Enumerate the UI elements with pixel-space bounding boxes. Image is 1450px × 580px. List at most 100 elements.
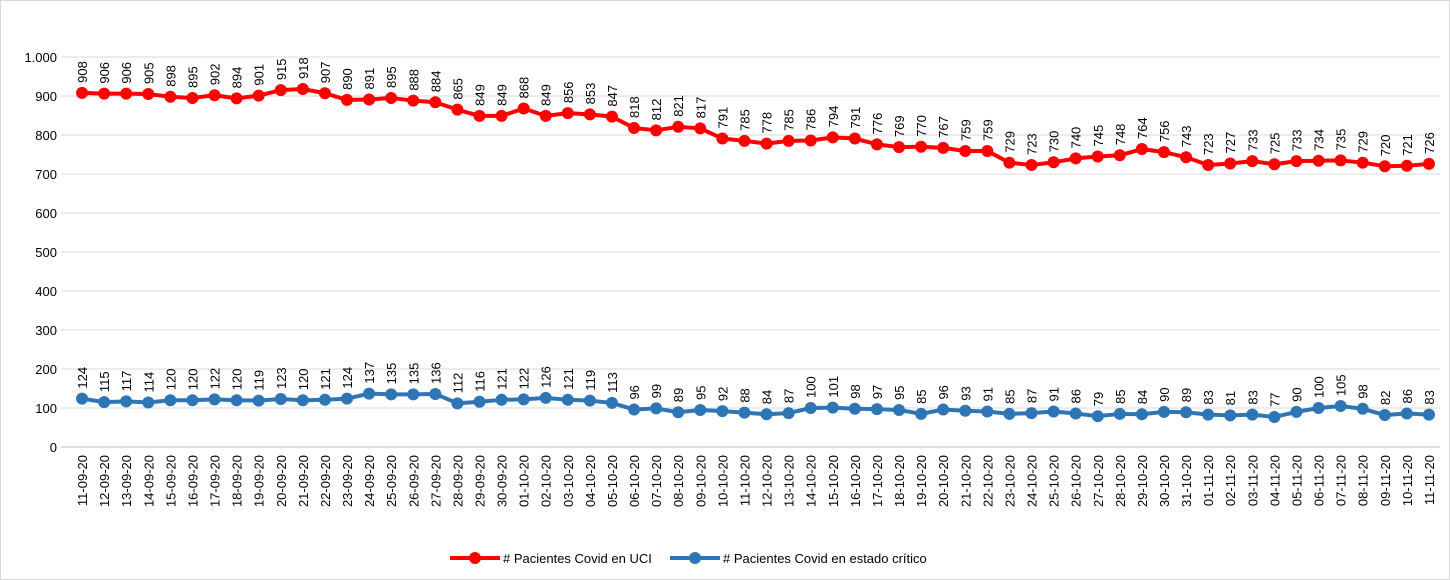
data-point [1025,159,1038,172]
data-point [583,394,596,407]
data-point [628,403,641,416]
data-point [1246,155,1259,168]
x-tick-label: 23-09-20 [340,455,355,507]
data-label: 119 [252,370,267,391]
x-tick-label: 18-10-20 [892,455,907,507]
data-label: 113 [605,372,620,393]
data-point [473,109,486,122]
data-label: 77 [1267,393,1282,407]
data-point [385,91,398,104]
data-label: 821 [671,95,686,117]
data-label: 901 [252,64,267,86]
data-point [1400,407,1413,420]
x-tick-label: 25-10-20 [1047,455,1062,507]
x-tick-label: 01-10-20 [517,455,532,507]
x-tick-label: 07-10-20 [649,455,664,507]
data-point [848,402,861,415]
data-label: 85 [914,389,929,403]
data-point [716,132,729,145]
data-label: 856 [561,81,576,103]
x-tick-label: 11-11-20 [1422,455,1437,505]
data-label: 137 [362,362,377,384]
x-tick-label: 20-10-20 [936,455,951,507]
data-point [1113,407,1126,420]
data-label: 786 [804,109,819,131]
x-tick-label: 20-09-20 [274,455,289,507]
data-point [848,132,861,145]
data-point [937,403,950,416]
data-point [208,393,221,406]
data-label: 853 [583,83,598,105]
data-point [1378,160,1391,173]
data-label: 740 [1069,127,1084,149]
data-point [1113,149,1126,162]
data-point [893,403,906,416]
data-point [142,396,155,409]
data-label: 92 [715,387,730,401]
data-point [561,107,574,120]
data-point [1312,154,1325,167]
data-point [517,102,530,115]
x-tick-label: 14-09-20 [141,455,156,507]
data-point [1202,159,1215,172]
y-tick-label: 100 [35,401,57,416]
data-point [672,406,685,419]
data-label: 120 [163,368,178,390]
y-tick-label: 500 [35,245,57,260]
data-label: 90 [1157,387,1172,401]
data-label: 776 [870,113,885,135]
data-point [760,137,773,150]
data-label: 96 [936,385,951,399]
data-label: 817 [693,97,708,119]
data-label: 120 [296,368,311,390]
data-label: 906 [119,62,134,84]
data-point [1290,155,1303,168]
data-label: 119 [583,370,598,391]
data-point [605,396,618,409]
legend-marker [689,552,701,564]
data-point [385,388,398,401]
data-label: 88 [737,388,752,402]
data-label: 906 [97,62,112,84]
data-label: 101 [826,376,841,398]
data-point [451,103,464,116]
data-point [1312,402,1325,414]
x-tick-label: 27-09-20 [428,455,443,507]
data-point [583,108,596,121]
data-label: 745 [1091,125,1106,147]
x-tick-label: 01-11-20 [1201,455,1216,506]
data-point [915,140,928,153]
x-tick-label: 13-09-20 [119,455,134,507]
data-point [517,393,530,406]
data-label: 121 [318,368,333,390]
data-point [429,96,442,109]
x-tick-label: 14-10-20 [804,455,819,507]
data-label: 123 [274,367,289,389]
y-tick-label: 400 [35,284,57,299]
data-point [363,93,376,106]
data-label: 83 [1245,390,1260,404]
x-tick-label: 29-10-20 [1135,455,1150,507]
data-label: 720 [1378,134,1393,156]
x-tick-label: 19-10-20 [914,455,929,507]
data-label: 759 [958,119,973,141]
data-point [1180,151,1193,164]
data-point [230,394,243,407]
x-tick-label: 09-11-20 [1378,455,1393,506]
data-point [429,387,442,400]
data-label: 95 [892,385,907,399]
data-label: 770 [914,115,929,137]
x-tick-label: 29-09-20 [472,455,487,507]
data-point [1422,408,1435,421]
data-label: 120 [230,368,245,390]
data-point [252,89,265,102]
data-label: 90 [1289,387,1304,401]
data-label: 894 [230,67,245,89]
y-tick-label: 200 [35,362,57,377]
x-tick-label: 11-09-20 [75,455,90,506]
data-label: 112 [450,373,465,394]
data-point [650,124,663,137]
data-label: 778 [760,112,775,134]
data-label: 895 [185,66,200,88]
data-point [1400,159,1413,172]
